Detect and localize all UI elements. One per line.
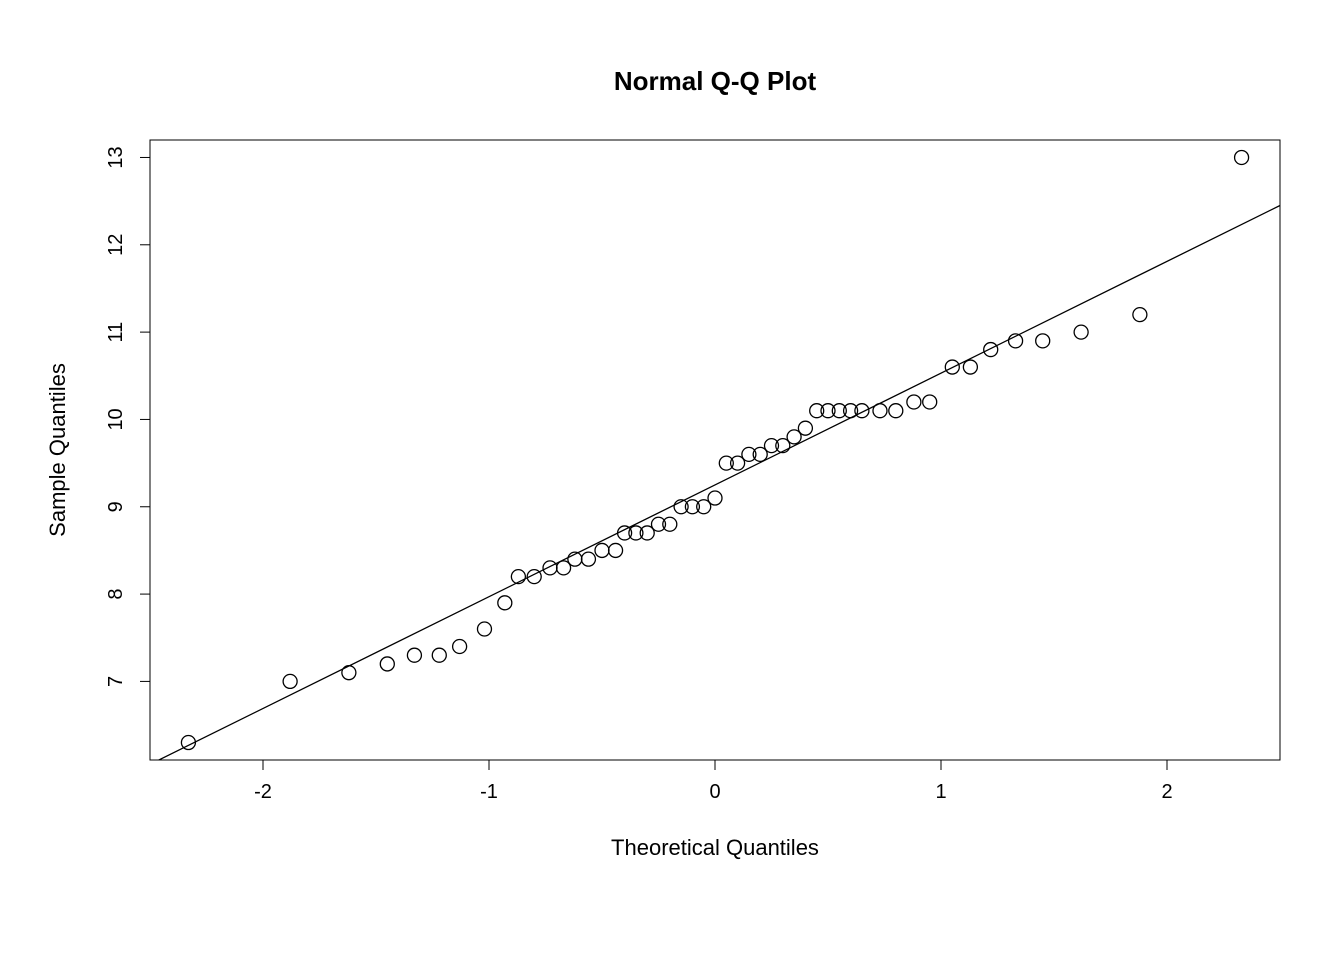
data-point [407,648,421,662]
plot-content [150,150,1280,764]
qq-line [150,205,1280,764]
x-tick-label: 1 [935,781,946,803]
data-point [889,404,903,418]
data-point [708,491,722,505]
y-axis-label: Sample Quantiles [45,363,70,537]
y-tick-label: 9 [105,501,127,512]
y-tick-label: 7 [105,676,127,687]
data-point [543,561,557,575]
x-axis-label: Theoretical Quantiles [611,835,819,860]
y-tick-label: 13 [105,146,127,168]
data-point [477,622,491,636]
data-point [581,552,595,566]
x-tick-label: -1 [480,781,498,803]
qq-plot: Normal Q-Q Plot-2-101278910111213Theoret… [0,0,1344,960]
data-point [907,395,921,409]
data-point [923,395,937,409]
data-point [963,360,977,374]
chart-title: Normal Q-Q Plot [614,66,817,96]
data-point [1235,150,1249,164]
data-point [873,404,887,418]
x-tick-label: -2 [254,781,272,803]
data-point [432,648,446,662]
data-point [498,596,512,610]
data-point [984,343,998,357]
data-point [380,657,394,671]
data-point [1133,308,1147,322]
data-point [798,421,812,435]
data-point [1036,334,1050,348]
data-point [1074,325,1088,339]
y-tick-label: 10 [105,408,127,430]
y-tick-label: 12 [105,234,127,256]
plot-border [150,140,1280,760]
data-point [595,543,609,557]
x-tick-label: 0 [709,781,720,803]
data-point [342,666,356,680]
y-tick-label: 11 [105,322,127,343]
data-point [453,639,467,653]
y-tick-label: 8 [105,589,127,600]
x-tick-label: 2 [1161,781,1172,803]
data-point [283,674,297,688]
data-point [609,543,623,557]
